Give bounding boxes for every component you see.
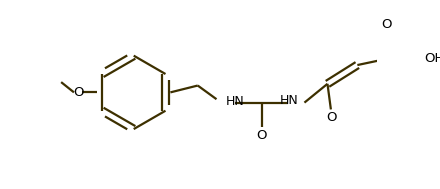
Text: OH: OH [424,52,440,65]
Text: O: O [381,18,392,31]
Text: HN: HN [226,95,245,108]
Text: HN: HN [280,94,298,107]
Text: O: O [326,112,337,125]
Text: O: O [257,129,267,142]
Text: O: O [73,86,84,99]
